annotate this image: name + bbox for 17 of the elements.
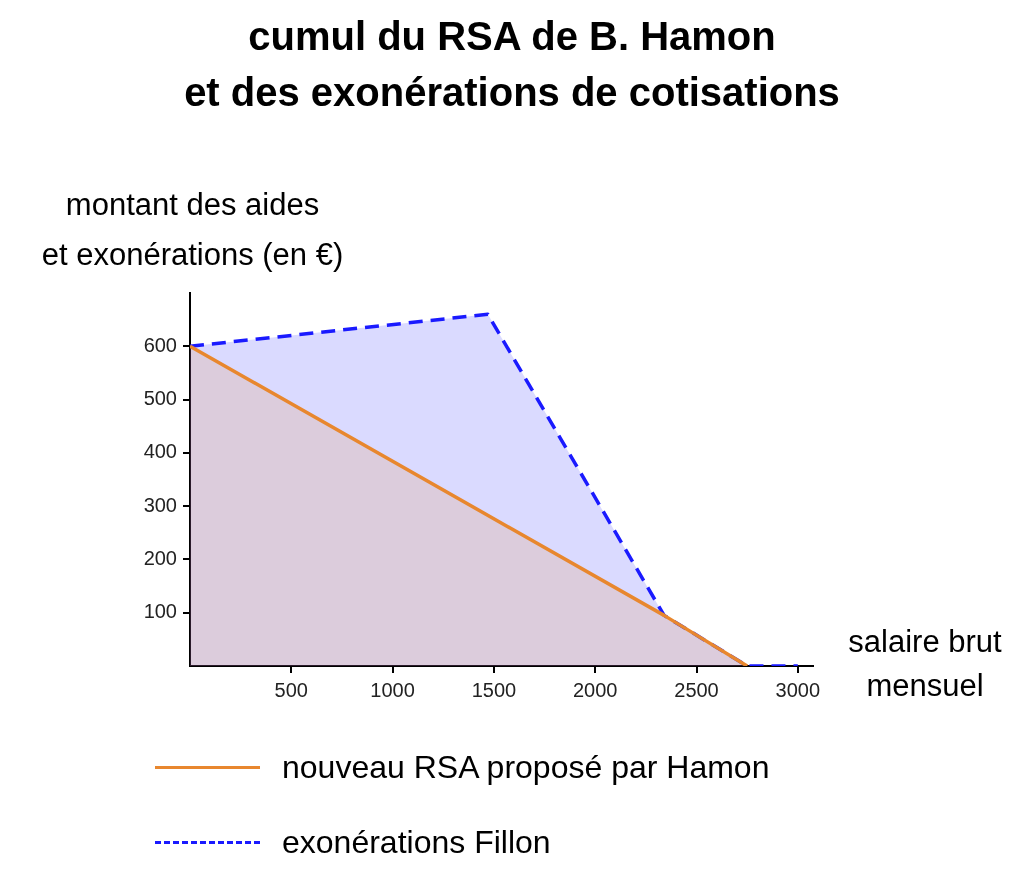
legend-label: exonérations Fillon (282, 824, 551, 861)
chart-title: cumul du RSA de B. Hamon et des exonérations de cotisations (183, 13, 841, 116)
y-axis-title: montant des aides et exonérations (en €) (40, 186, 345, 274)
y-tick-label: 100 (143, 600, 177, 623)
x-tick-label: 1500 (471, 678, 517, 701)
y-tick-label: 600 (143, 333, 177, 356)
x-tick-label: 500 (274, 678, 308, 701)
x-tick-label: 3000 (775, 678, 821, 701)
x-tick-label: 2000 (572, 678, 618, 701)
y-tick-label: 400 (143, 440, 177, 463)
legend-label: nouveau RSA proposé par Hamon (282, 749, 770, 786)
y-tick-label: 500 (143, 387, 177, 410)
x-tick-label: 2500 (674, 678, 719, 701)
x-tick-label: 1000 (370, 678, 415, 701)
y-tick-label: 200 (143, 546, 177, 569)
y-tick-label: 300 (143, 493, 177, 516)
x-axis-title: salaire brut mensuel (847, 623, 1003, 705)
